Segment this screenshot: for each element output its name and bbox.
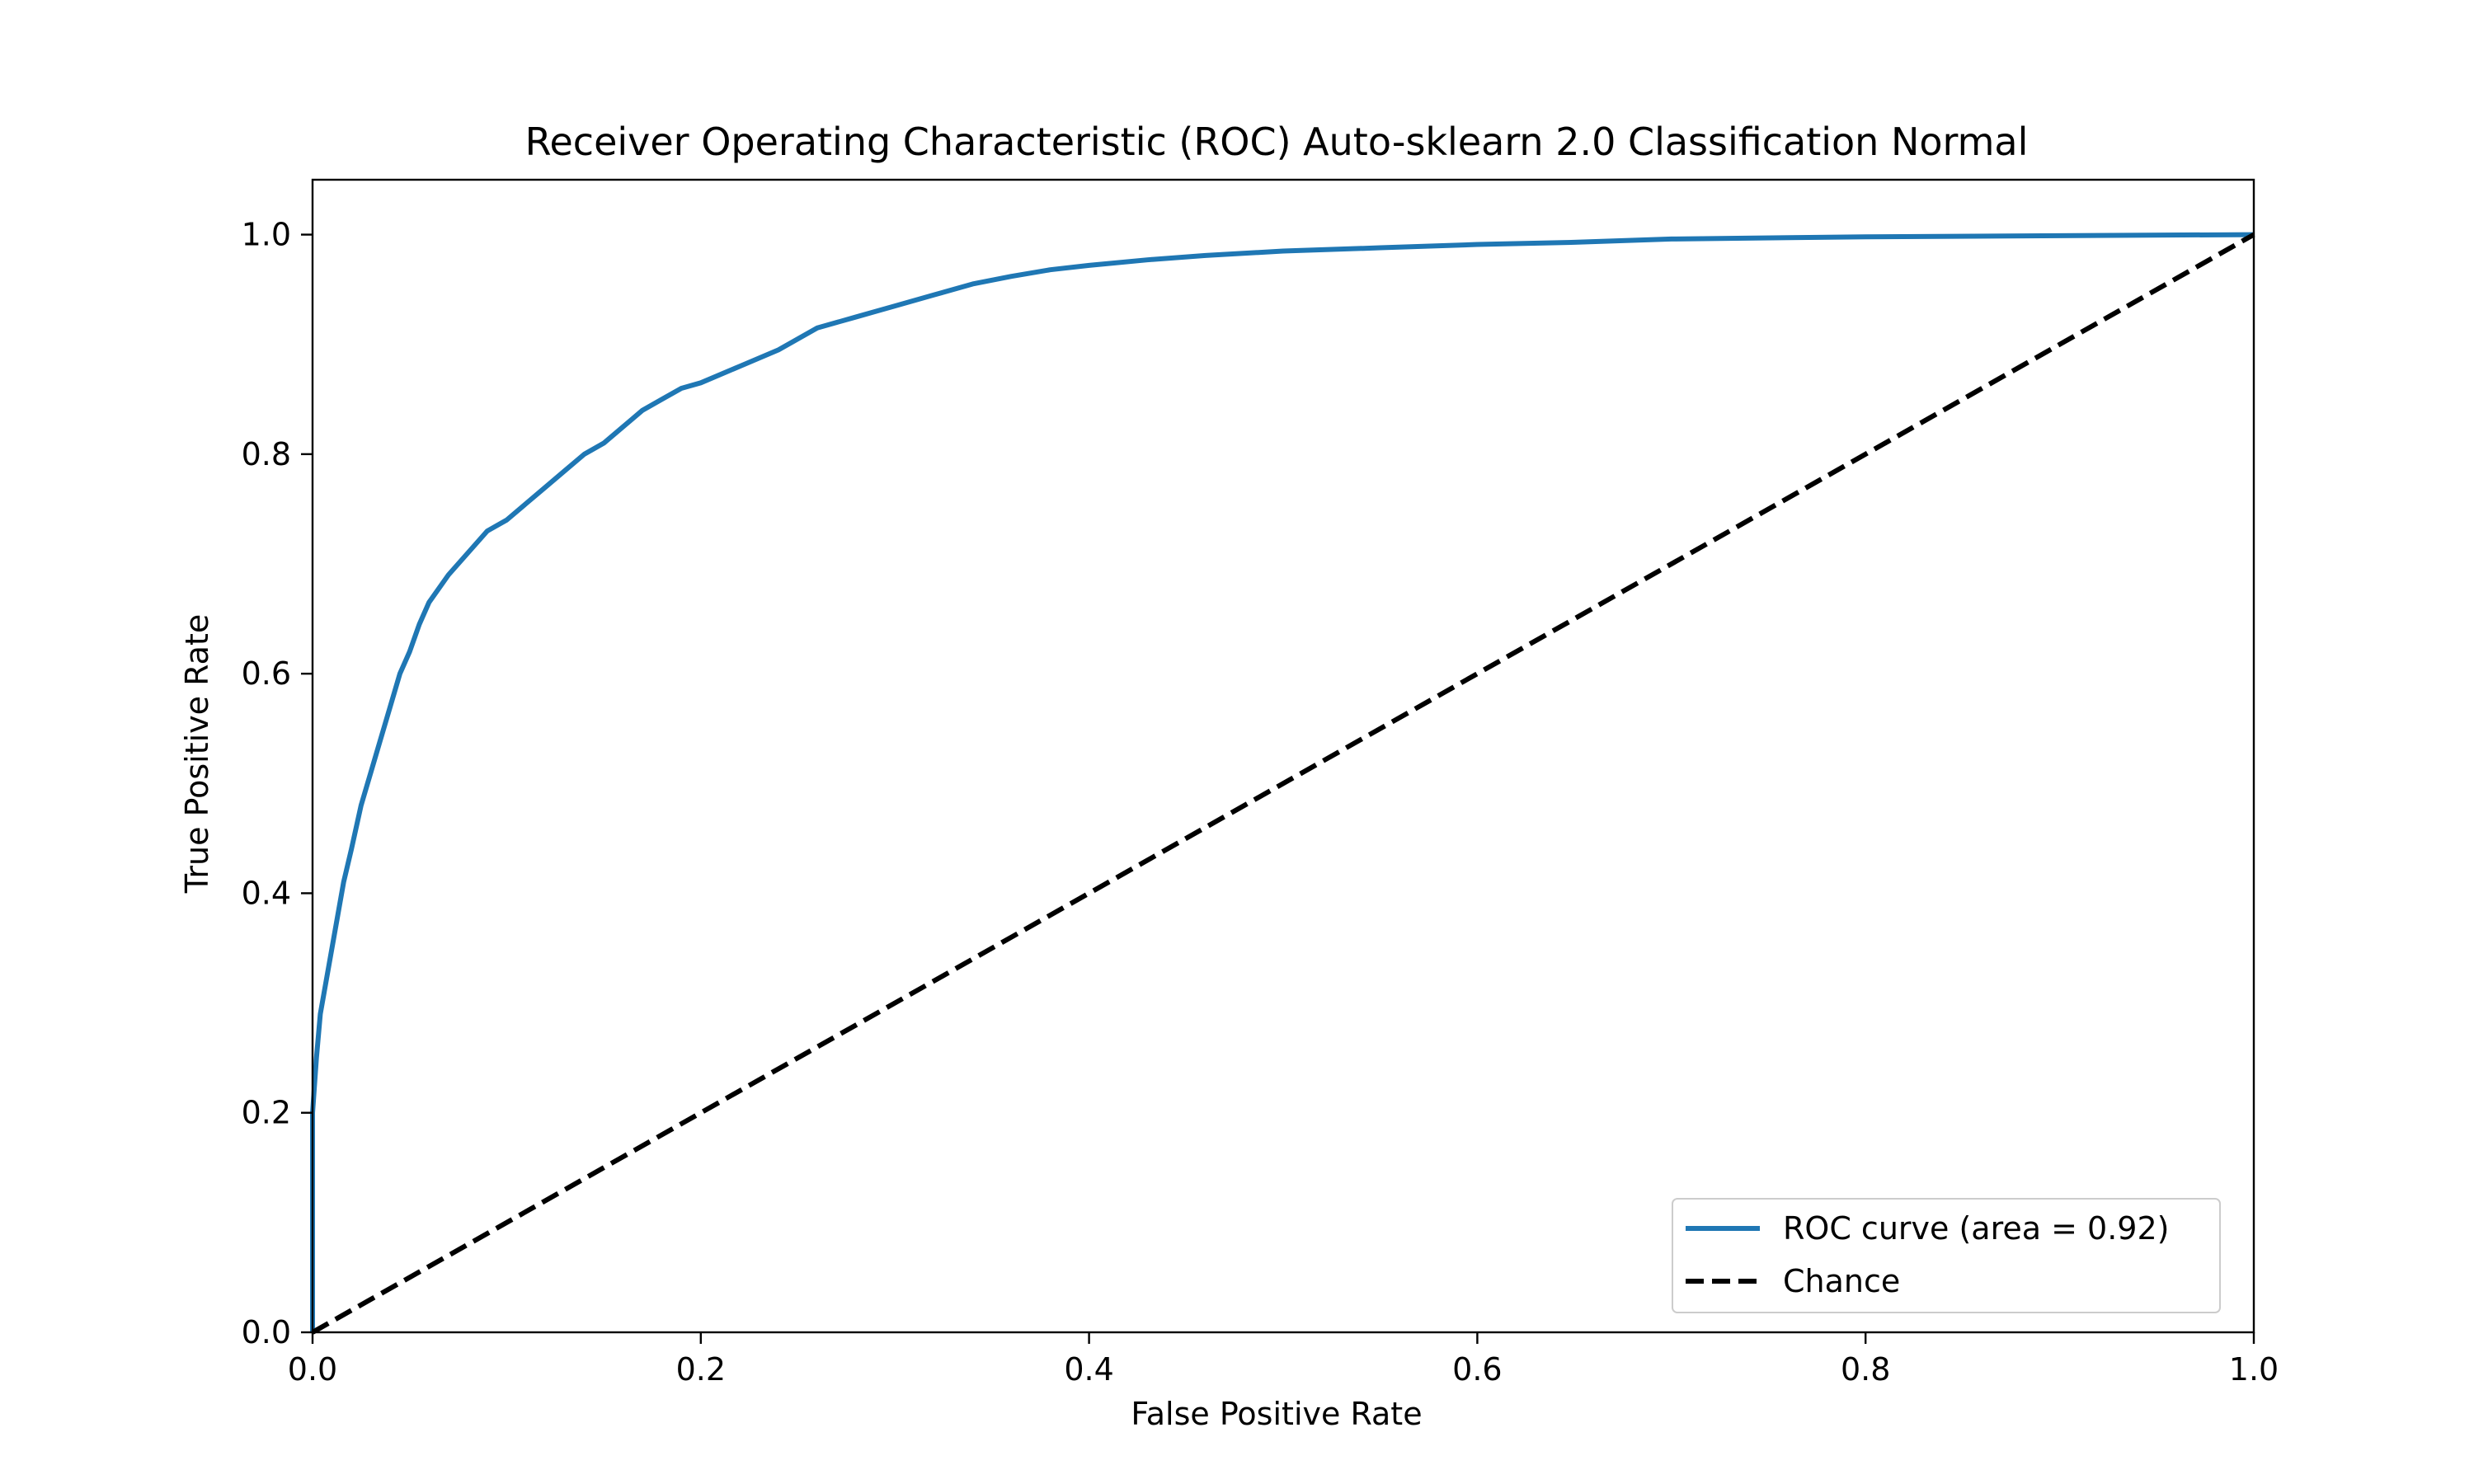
x-axis: 0.0 0.2 0.4 0.6 0.8 1.0 — [288, 1332, 2279, 1388]
x-tick-label: 1.0 — [2229, 1351, 2279, 1388]
y-tick-label: 0.6 — [242, 655, 291, 692]
y-tick-label: 0.0 — [242, 1314, 291, 1350]
chart-title: Receiver Operating Characteristic (ROC) … — [525, 120, 2029, 164]
y-tick-label: 1.0 — [242, 217, 291, 253]
x-tick-label: 0.8 — [1841, 1351, 1890, 1388]
y-tick-label: 0.2 — [242, 1095, 291, 1131]
legend: ROC curve (area = 0.92) Chance — [1672, 1198, 2221, 1313]
y-tick-label: 0.8 — [242, 436, 291, 472]
legend-box — [1672, 1198, 2221, 1313]
series-layer — [310, 232, 2255, 1335]
x-tick-label: 0.6 — [1452, 1351, 1502, 1388]
legend-label-chance: Chance — [1783, 1263, 1900, 1299]
y-axis-label: True Positive Rate — [179, 614, 215, 895]
y-axis: 0.0 0.2 0.4 0.6 0.8 1.0 — [242, 217, 313, 1350]
chance-line — [311, 232, 2255, 1335]
plot-frame — [311, 178, 2255, 1334]
y-tick-label: 0.4 — [242, 875, 291, 911]
x-tick-label: 0.0 — [288, 1351, 337, 1388]
roc-curve-line — [310, 232, 2255, 1332]
x-axis-label: False Positive Rate — [1131, 1396, 1422, 1432]
legend-label-roc: ROC curve (area = 0.92) — [1783, 1210, 2169, 1247]
x-tick-label: 0.2 — [676, 1351, 726, 1388]
x-tick-label: 0.4 — [1064, 1351, 1113, 1388]
